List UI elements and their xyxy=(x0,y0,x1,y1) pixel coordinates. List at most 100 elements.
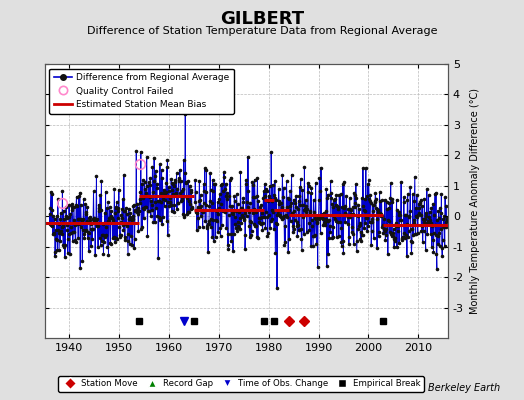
Point xyxy=(135,207,144,214)
Point xyxy=(325,234,333,241)
Point xyxy=(315,197,323,204)
Point xyxy=(127,233,135,240)
Point xyxy=(154,197,162,204)
Point xyxy=(100,239,108,246)
Point xyxy=(118,206,126,212)
Point xyxy=(134,211,142,217)
Point xyxy=(421,220,429,226)
Point xyxy=(349,204,357,210)
Point xyxy=(351,200,359,206)
Point xyxy=(175,178,183,184)
Point xyxy=(304,182,313,189)
Point xyxy=(238,212,246,218)
Point xyxy=(127,215,136,222)
Point xyxy=(263,188,271,195)
Point xyxy=(314,214,322,220)
Point xyxy=(232,225,240,231)
Point xyxy=(438,245,446,251)
Point xyxy=(434,208,443,214)
Point xyxy=(171,191,180,197)
Point xyxy=(272,212,281,218)
Point xyxy=(288,211,296,217)
Point xyxy=(104,252,113,258)
Point xyxy=(311,232,319,238)
Point xyxy=(195,206,204,213)
Point xyxy=(409,216,418,223)
Point xyxy=(117,215,126,221)
Point xyxy=(385,218,394,224)
Point xyxy=(241,232,249,238)
Point xyxy=(167,187,176,193)
Point xyxy=(347,224,356,230)
Point xyxy=(74,216,83,222)
Point xyxy=(51,253,59,260)
Point xyxy=(271,220,280,226)
Point xyxy=(59,242,68,248)
Point xyxy=(175,177,183,183)
Point xyxy=(229,210,237,216)
Point xyxy=(133,200,141,207)
Point xyxy=(332,192,341,198)
Point xyxy=(342,193,351,199)
Point xyxy=(330,213,339,220)
Point xyxy=(219,188,227,194)
Point xyxy=(99,220,107,227)
Point xyxy=(151,199,160,206)
Point xyxy=(436,205,444,211)
Point xyxy=(235,214,244,221)
Point xyxy=(265,183,274,189)
Point xyxy=(335,212,344,218)
Point xyxy=(229,247,237,254)
Point xyxy=(185,208,193,215)
Point xyxy=(48,207,57,214)
Point xyxy=(395,208,403,215)
Point xyxy=(207,216,215,222)
Point xyxy=(141,204,149,210)
Point xyxy=(422,210,430,216)
Text: Berkeley Earth: Berkeley Earth xyxy=(428,383,500,393)
Point xyxy=(380,216,388,222)
Point xyxy=(48,191,56,197)
Point xyxy=(227,231,235,237)
Point xyxy=(324,218,333,224)
Point xyxy=(123,238,132,244)
Point xyxy=(173,186,181,192)
Point xyxy=(307,185,315,192)
Point xyxy=(101,188,110,195)
Point xyxy=(220,173,228,180)
Point xyxy=(123,211,131,218)
Point xyxy=(389,226,398,232)
Point xyxy=(218,181,226,188)
Point xyxy=(129,202,138,208)
Point xyxy=(51,248,60,255)
Point xyxy=(145,194,154,200)
Point xyxy=(61,241,70,248)
Point xyxy=(230,231,238,237)
Point xyxy=(313,219,321,225)
Point xyxy=(103,218,112,225)
Point xyxy=(294,198,303,204)
Point xyxy=(260,193,269,199)
Point xyxy=(341,219,350,225)
Point xyxy=(340,179,348,185)
Point xyxy=(355,223,363,230)
Point xyxy=(256,204,265,210)
Point xyxy=(104,199,112,205)
Point xyxy=(411,173,419,180)
Point xyxy=(171,179,180,186)
Point xyxy=(370,197,379,204)
Point xyxy=(375,229,383,235)
Point xyxy=(148,207,156,213)
Point xyxy=(251,194,259,200)
Point xyxy=(171,177,179,183)
Point xyxy=(93,223,102,229)
Point xyxy=(147,212,155,219)
Point xyxy=(180,214,189,220)
Point xyxy=(155,214,163,221)
Point xyxy=(279,185,288,191)
Point xyxy=(237,205,245,211)
Point xyxy=(139,195,148,201)
Point xyxy=(50,230,58,236)
Point xyxy=(374,209,382,216)
Point xyxy=(437,226,445,232)
